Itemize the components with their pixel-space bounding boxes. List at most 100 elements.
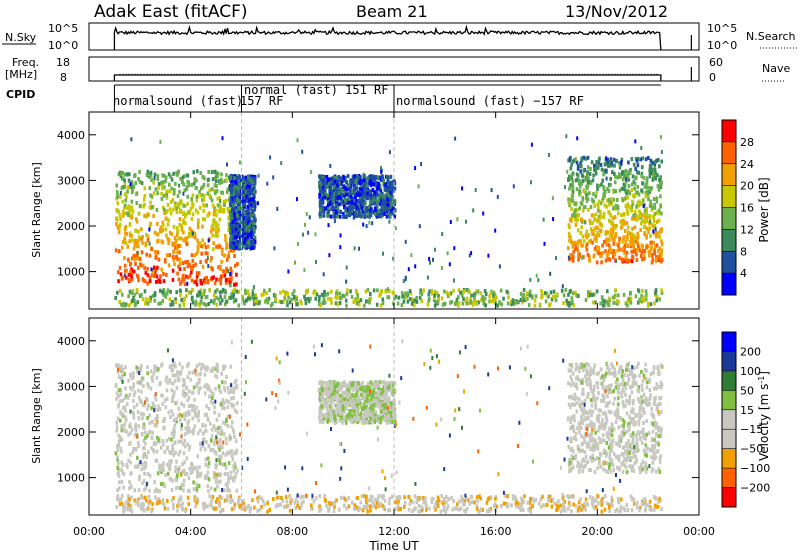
data-cell	[236, 262, 239, 266]
data-cell	[130, 137, 133, 142]
data-cell	[322, 297, 326, 302]
data-cell	[569, 217, 572, 222]
data-cell	[140, 467, 143, 472]
data-cell	[605, 198, 609, 203]
velocity-data-cells	[114, 318, 664, 515]
data-cell	[137, 488, 141, 493]
data-cell	[174, 181, 177, 186]
freq-label: Freq.	[12, 56, 39, 69]
data-cell	[174, 201, 177, 206]
power-y-axis-label: Slant Range [km]	[30, 162, 43, 258]
data-cell	[634, 175, 638, 180]
data-cell	[125, 172, 129, 177]
data-cell	[343, 214, 346, 219]
data-cell	[577, 190, 581, 194]
data-cell	[130, 271, 134, 276]
data-cell	[172, 171, 175, 176]
data-cell	[224, 421, 227, 426]
data-cell	[386, 175, 390, 180]
data-cell	[624, 183, 627, 188]
data-cell	[410, 297, 414, 302]
data-cell	[232, 386, 236, 391]
data-cell	[429, 260, 431, 265]
data-cell	[652, 175, 655, 180]
data-cell	[231, 246, 235, 250]
data-cell	[603, 162, 607, 167]
data-cell	[148, 224, 152, 229]
data-cell	[373, 190, 376, 195]
data-cell	[230, 420, 234, 424]
data-cell	[156, 174, 160, 179]
data-cell	[238, 195, 242, 200]
data-cell	[175, 400, 178, 405]
data-cell	[644, 157, 648, 162]
data-cell	[135, 402, 139, 407]
data-cell	[124, 418, 128, 422]
data-cell	[135, 273, 139, 278]
data-cell	[242, 179, 245, 184]
data-cell	[191, 300, 195, 305]
data-cell	[651, 205, 654, 210]
data-cell	[353, 246, 356, 251]
data-cell	[569, 235, 572, 240]
data-cell	[280, 161, 283, 166]
data-cell	[386, 209, 389, 214]
data-cell	[574, 222, 578, 227]
data-cell	[654, 227, 657, 232]
data-cell	[654, 171, 657, 176]
data-cell	[234, 215, 237, 220]
data-cell	[195, 488, 199, 493]
data-cell	[127, 272, 131, 277]
data-cell	[608, 246, 612, 251]
data-cell	[198, 290, 201, 295]
data-cell	[144, 270, 148, 275]
data-cell	[148, 241, 151, 246]
data-cell	[375, 302, 379, 307]
data-cell	[221, 380, 224, 385]
data-cell	[120, 424, 123, 429]
data-cell	[183, 439, 186, 443]
data-cell	[414, 264, 417, 269]
data-cell	[114, 296, 117, 300]
data-cell	[465, 219, 467, 224]
data-cell	[178, 222, 181, 227]
data-cell	[470, 251, 473, 256]
data-cell	[161, 173, 164, 178]
data-cell	[170, 437, 173, 442]
data-cell	[581, 196, 584, 201]
data-cell	[171, 277, 175, 282]
data-cell	[116, 369, 120, 374]
data-cell	[381, 297, 385, 302]
data-cell	[356, 181, 359, 186]
data-cell	[348, 185, 352, 190]
data-cell	[164, 179, 167, 184]
data-cell	[206, 178, 210, 183]
data-cell	[196, 247, 200, 251]
data-cell	[576, 208, 579, 212]
data-cell	[612, 241, 616, 246]
data-cell	[601, 296, 604, 301]
data-cell	[220, 444, 223, 449]
data-cell	[596, 202, 599, 207]
data-cell	[318, 200, 322, 205]
data-cell	[649, 188, 652, 193]
data-cell	[115, 425, 119, 430]
data-cell	[652, 171, 655, 176]
data-cell	[335, 201, 338, 206]
data-cell	[228, 488, 231, 493]
data-cell	[331, 182, 335, 187]
data-cell	[247, 220, 250, 225]
data-cell	[363, 184, 367, 189]
data-cell	[178, 210, 182, 214]
data-cell	[511, 300, 515, 305]
data-cell	[648, 226, 652, 231]
data-cell	[279, 290, 282, 295]
cpid-angle-1: 157 RF	[240, 94, 283, 108]
data-cell	[169, 302, 172, 307]
data-cell	[193, 370, 197, 375]
data-cell	[252, 177, 256, 182]
data-cell	[213, 169, 217, 174]
data-cell	[626, 225, 630, 230]
data-cell	[586, 183, 590, 188]
